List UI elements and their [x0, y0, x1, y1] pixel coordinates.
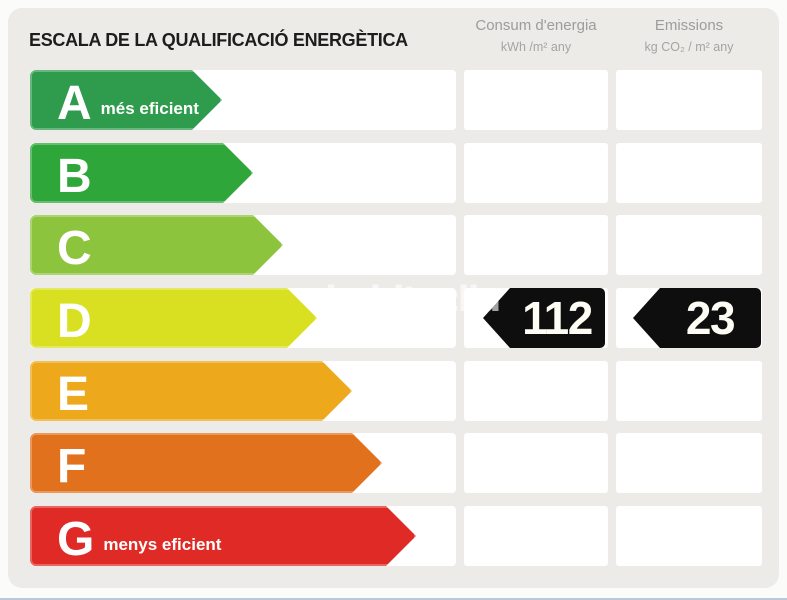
rating-bar-track: B: [30, 143, 456, 203]
rating-bar-g: G menys eficient: [30, 506, 416, 566]
rating-bar-note: més eficient: [100, 99, 199, 118]
bottom-edge-line: [0, 598, 787, 600]
rating-grade-letter: G: [57, 512, 95, 566]
emissions-cell-d: 23: [616, 288, 762, 348]
emissions-value-arrow: 23: [633, 288, 761, 348]
rating-row-c: C: [8, 215, 779, 275]
emissions-cell-c: [616, 215, 762, 275]
rating-grade-letter: E: [57, 367, 90, 421]
emissions-value: 23: [685, 292, 736, 344]
rating-grade-letter: C: [57, 221, 92, 275]
consumption-cell-a: [464, 70, 608, 130]
rating-bar-a: A més eficient: [30, 70, 222, 130]
rating-bar-note: menys eficient: [103, 535, 222, 554]
consumption-cell-b: [464, 143, 608, 203]
rating-row-d: D 112 23: [8, 288, 779, 348]
consumption-column-unit: kWh /m² any: [500, 40, 572, 54]
consumption-cell-g: [464, 506, 608, 566]
consumption-column-header: Consum d'energia kWh /m² any: [464, 16, 608, 55]
rating-row-b: B: [8, 143, 779, 203]
energy-scale-panel: ESCALA DE LA QUALIFICACIÓ ENERGÈTICA Con…: [8, 8, 779, 588]
rating-bar-track: A més eficient: [30, 70, 456, 130]
consumption-cell-f: [464, 433, 608, 493]
rating-bar-track: C: [30, 215, 456, 275]
rating-row-f: F: [8, 433, 779, 493]
emissions-cell-e: [616, 361, 762, 421]
watermark: habitaclia: [325, 280, 501, 320]
rating-bar-track: D: [30, 288, 456, 348]
emissions-cell-b: [616, 143, 762, 203]
rating-row-a: A més eficient: [8, 70, 779, 130]
rating-grade-letter: A: [57, 76, 92, 130]
consumption-value-arrow: 112: [483, 288, 605, 348]
consumption-column-label: Consum d'energia: [475, 17, 597, 34]
emissions-column-header: Emissions kg CO₂ / m² any: [616, 16, 762, 55]
emissions-cell-f: [616, 433, 762, 493]
emissions-cell-a: [616, 70, 762, 130]
rating-bar-c: C: [30, 215, 283, 275]
rating-grade-letter: F: [57, 439, 87, 493]
rating-grade-letter: D: [57, 294, 92, 348]
rating-row-g: G menys eficient: [8, 506, 779, 566]
consumption-cell-d: 112: [464, 288, 608, 348]
emissions-cell-g: [616, 506, 762, 566]
rating-bar-b: B: [30, 143, 253, 203]
rating-bar-f: F: [30, 433, 382, 493]
rating-bar-track: E: [30, 361, 456, 421]
rating-bar-e: E: [30, 361, 352, 421]
page-title: ESCALA DE LA QUALIFICACIÓ ENERGÈTICA: [29, 30, 408, 50]
rating-bar-track: G menys eficient: [30, 506, 456, 566]
emissions-column-unit: kg CO₂ / m² any: [644, 40, 734, 54]
rating-row-e: E: [8, 361, 779, 421]
emissions-column-label: Emissions: [654, 17, 724, 34]
consumption-cell-c: [464, 215, 608, 275]
consumption-value: 112: [522, 292, 593, 344]
rating-bar-d: D: [30, 288, 317, 348]
rating-bar-track: F: [30, 433, 456, 493]
consumption-cell-e: [464, 361, 608, 421]
rating-grade-letter: B: [57, 149, 92, 203]
